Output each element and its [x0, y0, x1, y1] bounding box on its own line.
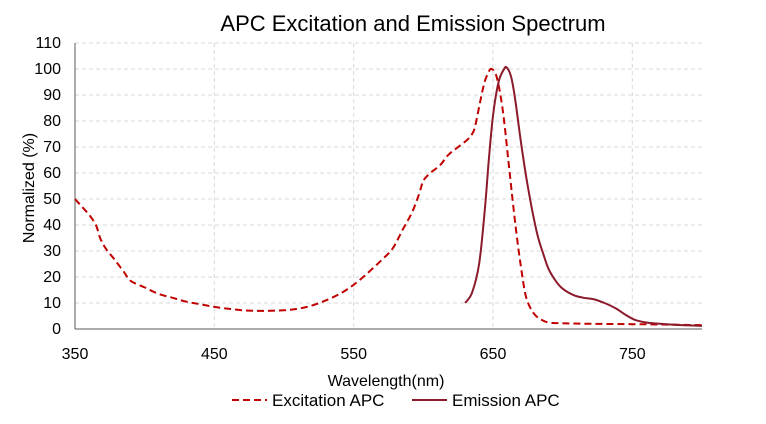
grid-lines: [75, 42, 702, 329]
series-line-emission: [464, 65, 703, 327]
legend: Excitation APC Emission APC: [232, 391, 560, 410]
x-tick-label: 550: [340, 346, 367, 363]
y-tick-label: 110: [35, 35, 61, 52]
x-tick-labels: 350 450 550 650 750: [62, 346, 646, 363]
series-line-excitation: [74, 67, 703, 327]
y-tick-label: 60: [43, 165, 61, 182]
y-tick-labels: 0 10 20 30 40 50 60 70 80 90 100 110: [34, 35, 61, 338]
series-lines: [74, 65, 703, 327]
y-axis-label: Normalized (%): [21, 133, 38, 243]
x-tick-label: 750: [619, 346, 646, 363]
legend-label-excitation: Excitation APC: [272, 391, 384, 410]
y-tick-label: 80: [43, 113, 61, 130]
x-axis-label: Wavelength(nm): [328, 373, 445, 390]
y-tick-label: 50: [43, 191, 61, 208]
y-tick-label: 70: [43, 139, 61, 156]
y-tick-label: 10: [43, 295, 61, 312]
y-tick-label: 30: [43, 243, 61, 260]
chart-title: APC Excitation and Emission Spectrum: [220, 11, 605, 36]
y-tick-label: 100: [34, 61, 61, 78]
x-tick-label: 450: [201, 346, 228, 363]
axes: [74, 43, 702, 330]
y-tick-label: 90: [43, 87, 61, 104]
x-tick-label: 650: [480, 346, 507, 363]
x-tick-label: 350: [62, 346, 89, 363]
legend-label-emission: Emission APC: [452, 391, 560, 410]
y-tick-label: 0: [52, 321, 61, 338]
y-tick-label: 40: [43, 217, 61, 234]
y-tick-label: 20: [43, 269, 61, 286]
